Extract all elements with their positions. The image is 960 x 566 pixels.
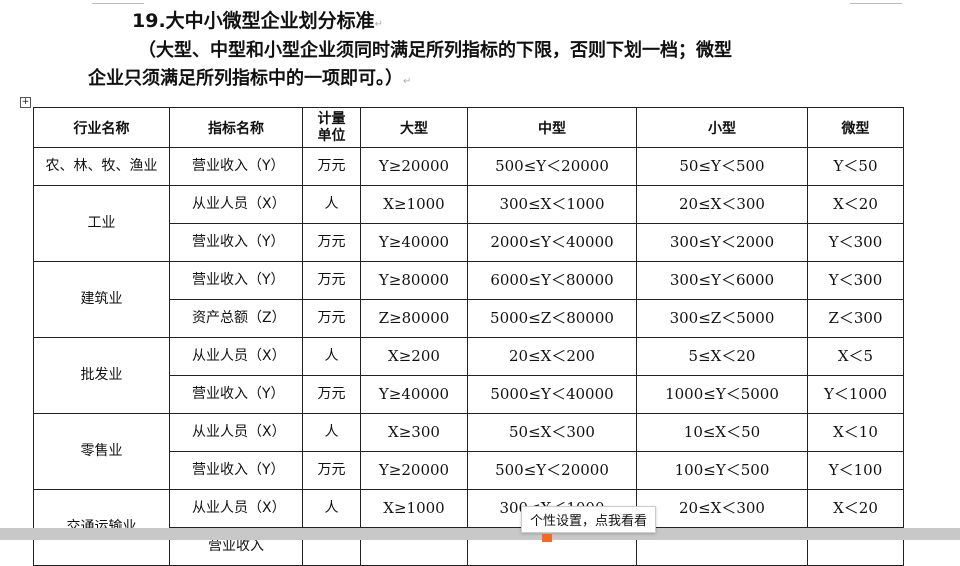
cell-medium: 500≤Y＜20000: [467, 147, 637, 186]
personalize-tooltip[interactable]: 个性设置，点我看看: [521, 506, 657, 542]
cell-indicator: 营业收入（Y）: [169, 375, 303, 414]
enterprise-classification-table: 行业名称 指标名称 计量单位 大型 中型 小型 微型 农、林、牧、渔业 营业收入（…: [33, 107, 904, 566]
table-row: 交通运输业从业人员（X）人X≥1000300≤X＜100020≤X＜300X＜2…: [33, 489, 904, 566]
cell-unit: 人: [302, 489, 361, 528]
header-unit: 计量单位: [302, 107, 361, 148]
cell-unit: 万元: [302, 451, 361, 490]
cell-indicator: 营业收入（Y）: [169, 223, 303, 262]
cell-unit: 人: [302, 413, 361, 452]
cell-large: X≥300: [360, 413, 468, 452]
cell-micro: Z＜300: [807, 299, 904, 338]
cell-micro: X＜20: [807, 185, 904, 224]
cell-micro: Y＜50: [807, 147, 904, 186]
cell-small: 300≤Y＜6000: [636, 261, 808, 300]
table-row: 营业收入（Y） 万元 Y≥40000 2000≤Y＜40000 300≤Y＜2000 Y＜…: [34, 223, 904, 262]
cell-industry: 批发业: [33, 337, 170, 414]
heading-text: 19.大中小微型企业划分标准: [132, 10, 375, 32]
header-small: 小型: [636, 107, 808, 148]
header-indicator: 指标名称: [169, 107, 303, 148]
cell-large: X≥1000: [360, 185, 468, 224]
cell-unit: 万元: [302, 299, 361, 338]
cell-indicator: 营业收入（Y）: [169, 147, 303, 186]
cell-micro: X＜20: [807, 489, 904, 528]
cell-large: Y≥40000: [360, 375, 468, 414]
cell-large: X≥200: [360, 337, 468, 376]
page-corner-mark: [850, 0, 902, 4]
cell-medium: 300≤X＜1000: [467, 185, 637, 224]
heading: 19.大中小微型企业划分标准↵: [132, 10, 384, 32]
header-industry: 行业名称: [33, 107, 170, 148]
cell-large: Y≥40000: [360, 223, 468, 262]
cell-micro: Y＜1000: [807, 375, 904, 414]
cell-indicator: 从业人员（X）: [169, 413, 303, 452]
cell-small: 300≤Z＜5000: [636, 299, 808, 338]
cell-micro: Y＜300: [807, 261, 904, 300]
table-row: 建筑业 营业收入（Y） 万元 Y≥80000 6000≤Y＜80000 300≤Y＜600…: [33, 261, 904, 338]
cell-unit: 人: [302, 337, 361, 376]
note-line-2: 企业只须满足所列指标中的一项即可。）↵: [88, 68, 412, 89]
page-corner-mark: [92, 0, 144, 4]
cell-medium: 5000≤Y＜40000: [467, 375, 637, 414]
cell-micro: X＜5: [807, 337, 904, 376]
table-header-row: 行业名称 指标名称 计量单位 大型 中型 小型 微型: [33, 107, 904, 148]
cell-medium: 20≤X＜200: [467, 337, 637, 376]
cell-micro: X＜10: [807, 413, 904, 452]
header-micro: 微型: [807, 107, 904, 148]
cell-indicator: 营业收入（Y）: [169, 451, 303, 490]
table-move-handle-icon[interactable]: +: [20, 97, 31, 108]
cell-industry: 工业: [33, 185, 170, 262]
cell-small: 300≤Y＜2000: [636, 223, 808, 262]
cell-small: 20≤X＜300: [636, 489, 808, 528]
cell-small: 50≤Y＜500: [636, 147, 808, 186]
table-row: 农、林、牧、渔业 营业收入（Y） 万元 Y≥20000 500≤Y＜20000 50≤Y＜…: [33, 147, 904, 186]
cell-micro: Y＜100: [807, 451, 904, 490]
cell-medium: 500≤Y＜20000: [467, 451, 637, 490]
cell-large: X≥1000: [360, 489, 468, 528]
cell-indicator: 从业人员（X）: [169, 489, 303, 528]
header-medium: 中型: [467, 107, 637, 148]
note-line-1: （大型、中型和小型企业须同时满足所列指标的下限，否则下划一档；微型: [138, 40, 732, 61]
cell-unit: 万元: [302, 223, 361, 262]
cell-medium: 6000≤Y＜80000: [467, 261, 637, 300]
table-row: 资产总额（Z） 万元 Z≥80000 5000≤Z＜80000 300≤Z＜5000 Z＜…: [34, 299, 904, 338]
cell-large: Y≥20000: [360, 147, 468, 186]
cell-indicator: 从业人员（X）: [169, 337, 303, 376]
cell-small: 5≤X＜20: [636, 337, 808, 376]
table-row: 营业收入（Y） 万元 Y≥20000 500≤Y＜20000 100≤Y＜500 Y＜10…: [34, 451, 904, 490]
cell-large: Y≥80000: [360, 261, 468, 300]
cell-micro: Y＜300: [807, 223, 904, 262]
cell-indicator: 营业收入（Y）: [169, 261, 303, 300]
cell-small: 20≤X＜300: [636, 185, 808, 224]
note-line-2-text: 企业只须满足所列指标中的一项即可。）: [88, 68, 403, 89]
cell-unit: 万元: [302, 261, 361, 300]
cell-small: 1000≤Y＜5000: [636, 375, 808, 414]
cell-small: 100≤Y＜500: [636, 451, 808, 490]
cell-medium: 2000≤Y＜40000: [467, 223, 637, 262]
table-row: 营业收入（Y） 万元 Y≥40000 5000≤Y＜40000 1000≤Y＜5000 Y…: [34, 375, 904, 414]
cell-large: Z≥80000: [360, 299, 468, 338]
cell-indicator: 资产总额（Z）: [169, 299, 303, 338]
cell-unit: 万元: [302, 375, 361, 414]
cell-industry: 建筑业: [33, 261, 170, 338]
cell-medium: 50≤X＜300: [467, 413, 637, 452]
cell-small: 10≤X＜50: [636, 413, 808, 452]
cell-industry: 零售业: [33, 413, 170, 490]
header-large: 大型: [360, 107, 468, 148]
cell-medium: 5000≤Z＜80000: [467, 299, 637, 338]
cell-indicator: 从业人员（X）: [169, 185, 303, 224]
taskbar: [0, 528, 960, 540]
cell-large: Y≥20000: [360, 451, 468, 490]
cell-unit: 人: [302, 185, 361, 224]
table-row: 工业 从业人员（X）人 X≥1000 300≤X＜1000 20≤X＜300 X＜20: [33, 185, 904, 262]
cell-unit: 万元: [302, 147, 361, 186]
table-row: 零售业 从业人员（X）人 X≥300 50≤X＜300 10≤X＜50 X＜10: [33, 413, 904, 490]
cell-industry: 农、林、牧、渔业: [33, 147, 170, 186]
table-row: 批发业 从业人员（X）人 X≥200 20≤X＜200 5≤X＜20 X＜5: [33, 337, 904, 414]
